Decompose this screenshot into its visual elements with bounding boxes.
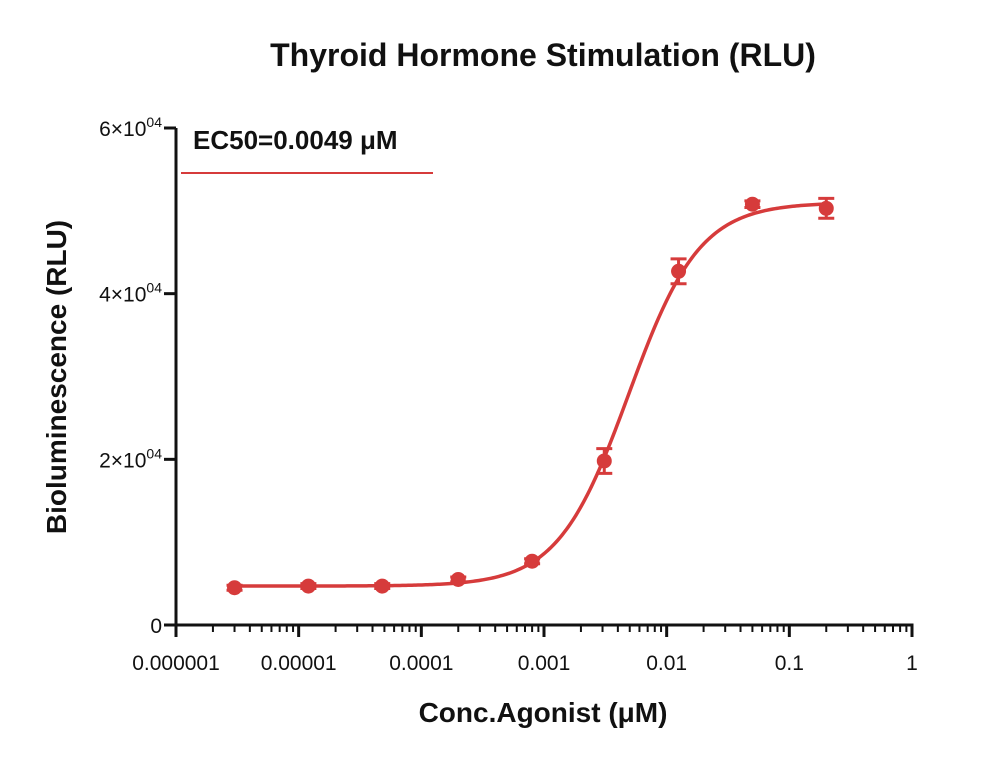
y-tick-label: 2×1004 — [99, 445, 162, 472]
data-point — [300, 578, 316, 594]
x-ticks: 0.000001 0.00001 0.0001 0.001 0.01 0.1 1 — [132, 625, 918, 675]
data-point — [671, 263, 687, 279]
y-axis-label: Bioluminescence (RLU) — [41, 220, 72, 534]
x-axis-label: Conc.Agonist (μM) — [419, 697, 668, 728]
y-ticks: 0 2×1004 4×1004 6×1004 — [99, 114, 176, 638]
y-tick-label: 4×1004 — [99, 280, 162, 307]
data-point — [450, 571, 466, 587]
fit-curve — [234, 202, 827, 588]
y-tick-label: 6×1004 — [99, 114, 162, 141]
data-point — [818, 200, 834, 216]
data-point — [374, 578, 390, 594]
legend: EC50=0.0049 μM — [181, 125, 433, 174]
x-tick-label: 0.01 — [646, 652, 687, 675]
legend-text: EC50=0.0049 μM — [193, 125, 398, 155]
chart-title: Thyroid Hormone Stimulation (RLU) — [270, 37, 816, 73]
fit-curve-group — [234, 202, 827, 588]
x-tick-label: 0.1 — [775, 652, 804, 675]
data-point — [596, 453, 612, 469]
data-point — [524, 553, 540, 569]
x-tick-label: 0.001 — [518, 652, 571, 675]
data-point — [227, 580, 243, 596]
x-tick-label: 1 — [906, 652, 918, 675]
y-tick-label: 0 — [150, 615, 162, 638]
data-points — [226, 196, 835, 596]
x-tick-label: 0.00001 — [261, 652, 337, 675]
axes — [174, 128, 914, 627]
x-tick-label: 0.0001 — [389, 652, 453, 675]
x-tick-label: 0.000001 — [132, 652, 220, 675]
data-point — [744, 196, 760, 212]
